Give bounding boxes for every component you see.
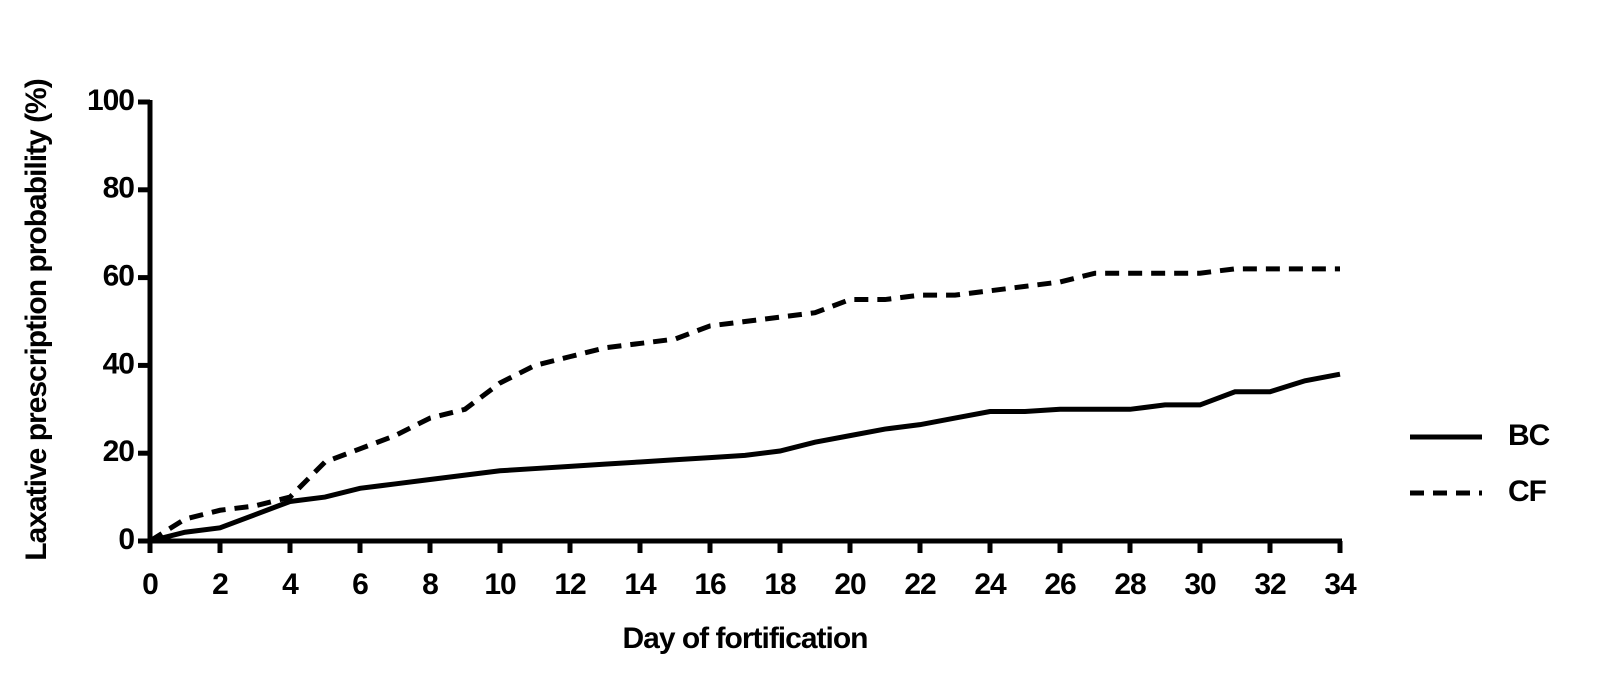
y-tick-label: 60 xyxy=(103,260,135,293)
x-tick-label: 10 xyxy=(484,568,516,601)
x-axis-label: Day of fortification xyxy=(622,622,867,655)
x-tick-label: 0 xyxy=(142,568,158,601)
x-tick-label: 18 xyxy=(764,568,796,601)
y-tick-label: 80 xyxy=(103,172,135,205)
x-tick-label: 28 xyxy=(1114,568,1146,601)
x-tick-label: 30 xyxy=(1184,568,1216,601)
legend-label: CF xyxy=(1508,475,1547,508)
x-tick-label: 8 xyxy=(422,568,438,601)
y-tick-label: 40 xyxy=(103,347,135,380)
y-tick-label: 20 xyxy=(103,435,135,468)
x-tick-label: 2 xyxy=(212,568,228,601)
y-tick-label: 0 xyxy=(118,523,134,556)
x-tick-label: 12 xyxy=(554,568,586,601)
x-tick-label: 4 xyxy=(282,568,299,601)
x-tick-label: 34 xyxy=(1324,568,1357,601)
x-tick-label: 32 xyxy=(1254,568,1286,601)
x-tick-label: 16 xyxy=(694,568,726,601)
x-tick-label: 22 xyxy=(904,568,936,601)
x-tick-label: 26 xyxy=(1044,568,1076,601)
x-tick-label: 20 xyxy=(834,568,866,601)
y-axis-label: Laxative prescription probability (%) xyxy=(20,79,53,560)
x-tick-label: 14 xyxy=(624,568,657,601)
legend-label: BC xyxy=(1508,419,1550,452)
y-tick-label: 100 xyxy=(87,84,134,117)
series-line xyxy=(149,371,1341,544)
series-line xyxy=(148,266,1340,544)
x-tick-label: 24 xyxy=(974,568,1007,601)
x-tick-label: 6 xyxy=(352,568,368,601)
